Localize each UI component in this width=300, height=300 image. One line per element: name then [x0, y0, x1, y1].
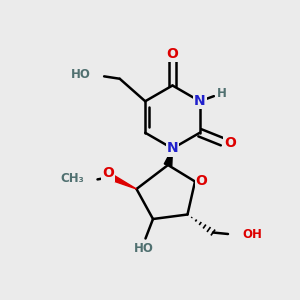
Text: O: O	[167, 47, 178, 61]
Text: O: O	[224, 136, 236, 150]
Polygon shape	[164, 148, 172, 166]
Text: O: O	[196, 174, 208, 188]
Text: H: H	[216, 87, 226, 100]
Text: HO: HO	[134, 242, 154, 256]
Text: N: N	[167, 142, 178, 155]
Text: N: N	[194, 94, 206, 108]
Polygon shape	[110, 174, 136, 189]
Text: OH: OH	[242, 228, 262, 242]
Text: O: O	[102, 167, 114, 180]
Text: CH₃: CH₃	[60, 172, 84, 185]
Text: HO: HO	[71, 68, 91, 81]
